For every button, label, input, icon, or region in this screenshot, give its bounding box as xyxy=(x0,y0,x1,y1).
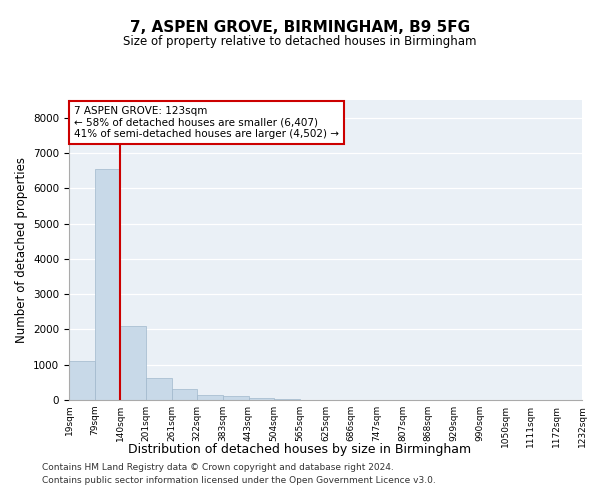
Text: Contains public sector information licensed under the Open Government Licence v3: Contains public sector information licen… xyxy=(42,476,436,485)
Text: Distribution of detached houses by size in Birmingham: Distribution of detached houses by size … xyxy=(128,442,472,456)
Bar xyxy=(69,361,95,400)
Bar xyxy=(95,169,121,400)
Text: 7, ASPEN GROVE, BIRMINGHAM, B9 5FG: 7, ASPEN GROVE, BIRMINGHAM, B9 5FG xyxy=(130,20,470,35)
Bar xyxy=(197,395,223,400)
Text: Contains HM Land Registry data © Crown copyright and database right 2024.: Contains HM Land Registry data © Crown c… xyxy=(42,464,394,472)
Bar xyxy=(146,378,172,400)
Text: Size of property relative to detached houses in Birmingham: Size of property relative to detached ho… xyxy=(123,35,477,48)
Y-axis label: Number of detached properties: Number of detached properties xyxy=(14,157,28,343)
Bar xyxy=(223,396,248,400)
Bar xyxy=(172,389,197,400)
Bar xyxy=(121,326,146,400)
Bar xyxy=(248,398,274,400)
Bar xyxy=(274,398,300,400)
Text: 7 ASPEN GROVE: 123sqm
← 58% of detached houses are smaller (6,407)
41% of semi-d: 7 ASPEN GROVE: 123sqm ← 58% of detached … xyxy=(74,106,339,139)
